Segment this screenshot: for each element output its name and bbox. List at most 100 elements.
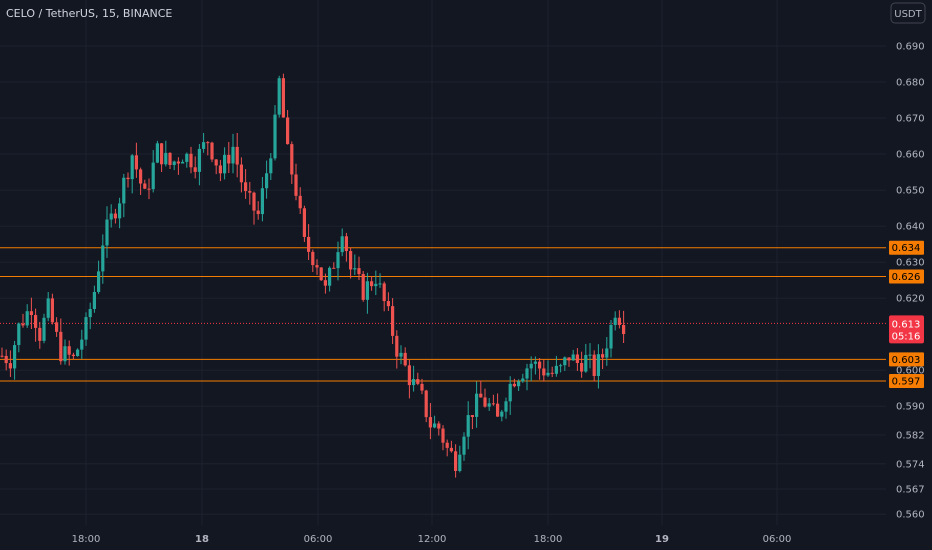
candle[interactable]: [399, 345, 403, 365]
candle[interactable]: [269, 153, 273, 180]
candle[interactable]: [596, 344, 600, 389]
candle[interactable]: [118, 197, 122, 229]
candle[interactable]: [143, 179, 147, 190]
candle[interactable]: [315, 259, 319, 275]
candle[interactable]: [265, 160, 269, 199]
candle[interactable]: [512, 378, 516, 388]
candle[interactable]: [475, 381, 479, 428]
candle[interactable]: [454, 444, 458, 478]
candle[interactable]: [105, 206, 109, 258]
candle[interactable]: [571, 349, 575, 361]
candle[interactable]: [307, 224, 311, 261]
candle[interactable]: [466, 401, 470, 450]
candle[interactable]: [349, 247, 353, 279]
candle[interactable]: [613, 311, 617, 331]
candle[interactable]: [193, 156, 197, 179]
candle[interactable]: [365, 272, 369, 314]
candle[interactable]: [17, 322, 21, 353]
candle[interactable]: [214, 159, 218, 175]
candle[interactable]: [601, 348, 605, 369]
candle[interactable]: [160, 143, 164, 173]
candle[interactable]: [218, 160, 222, 182]
candle[interactable]: [189, 146, 193, 174]
candle[interactable]: [391, 298, 395, 345]
candle[interactable]: [4, 349, 8, 371]
candle[interactable]: [554, 355, 558, 377]
candle[interactable]: [441, 425, 445, 451]
candle[interactable]: [575, 348, 579, 371]
candle[interactable]: [617, 310, 621, 329]
candle[interactable]: [126, 172, 130, 188]
candle[interactable]: [361, 271, 365, 302]
candle[interactable]: [563, 356, 567, 371]
candle[interactable]: [458, 445, 462, 473]
candle[interactable]: [592, 350, 596, 382]
candle[interactable]: [13, 340, 17, 380]
candle[interactable]: [97, 260, 101, 294]
candle[interactable]: [252, 191, 256, 225]
candle[interactable]: [517, 379, 521, 391]
candle[interactable]: [130, 154, 134, 194]
candle[interactable]: [483, 388, 487, 408]
candle[interactable]: [420, 378, 424, 395]
candle[interactable]: [88, 302, 92, 330]
candle[interactable]: [50, 293, 54, 325]
candle[interactable]: [260, 176, 264, 222]
candle[interactable]: [231, 133, 235, 174]
candle[interactable]: [521, 373, 525, 383]
candle[interactable]: [445, 439, 449, 457]
candle[interactable]: [622, 310, 626, 344]
candle[interactable]: [533, 356, 537, 375]
candle[interactable]: [185, 152, 189, 168]
candle[interactable]: [281, 73, 285, 118]
candle[interactable]: [487, 397, 491, 411]
candle[interactable]: [151, 150, 155, 193]
candle[interactable]: [294, 163, 298, 201]
candle[interactable]: [546, 360, 550, 377]
candle[interactable]: [25, 304, 29, 328]
candle[interactable]: [584, 343, 588, 373]
candle[interactable]: [84, 312, 88, 346]
candle[interactable]: [496, 393, 500, 417]
candle[interactable]: [239, 157, 243, 193]
candle[interactable]: [46, 291, 50, 322]
candle[interactable]: [206, 141, 210, 156]
candle[interactable]: [290, 141, 294, 184]
candle[interactable]: [416, 372, 420, 386]
candle[interactable]: [504, 397, 508, 419]
candle[interactable]: [529, 356, 533, 382]
candle[interactable]: [202, 132, 206, 153]
candle[interactable]: [500, 409, 504, 422]
candle[interactable]: [323, 273, 327, 294]
candle[interactable]: [277, 75, 281, 118]
candle[interactable]: [42, 313, 46, 344]
candle[interactable]: [605, 336, 609, 366]
candles[interactable]: [0, 73, 626, 478]
candle[interactable]: [248, 181, 252, 205]
candle[interactable]: [403, 347, 407, 367]
candle[interactable]: [538, 357, 542, 380]
candle[interactable]: [8, 350, 12, 377]
candle[interactable]: [353, 254, 357, 275]
candle[interactable]: [38, 321, 42, 349]
candle[interactable]: [76, 348, 80, 357]
candle[interactable]: [580, 351, 584, 378]
candle[interactable]: [92, 285, 96, 313]
candle[interactable]: [223, 147, 227, 180]
candle[interactable]: [176, 157, 180, 175]
candle[interactable]: [71, 352, 75, 360]
candle[interactable]: [340, 228, 344, 257]
candle[interactable]: [357, 256, 361, 281]
candle[interactable]: [336, 241, 340, 281]
candle[interactable]: [34, 308, 38, 342]
candle[interactable]: [382, 281, 386, 312]
candle[interactable]: [462, 432, 466, 461]
candle[interactable]: [508, 376, 512, 415]
candle[interactable]: [588, 343, 592, 369]
candle[interactable]: [286, 110, 290, 145]
candle[interactable]: [181, 159, 185, 164]
candle[interactable]: [298, 187, 302, 214]
candle[interactable]: [470, 415, 474, 430]
candle[interactable]: [311, 249, 315, 273]
